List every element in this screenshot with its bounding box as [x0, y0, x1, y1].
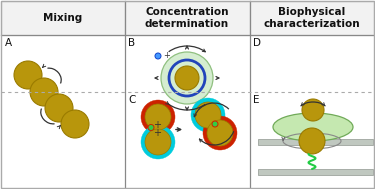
Circle shape [30, 78, 58, 106]
Circle shape [299, 128, 325, 154]
Text: +: + [153, 121, 161, 130]
Circle shape [14, 61, 42, 89]
Circle shape [145, 104, 171, 130]
Circle shape [148, 125, 154, 130]
Circle shape [195, 102, 221, 128]
Text: A: A [5, 38, 12, 48]
Text: C: C [128, 95, 135, 105]
Circle shape [175, 66, 199, 90]
Bar [125, 1, 250, 35]
Circle shape [161, 52, 213, 104]
Circle shape [169, 60, 205, 96]
Ellipse shape [273, 113, 353, 141]
Bar [1, 1, 125, 35]
Text: D: D [253, 38, 261, 48]
Bar [258, 169, 373, 175]
Circle shape [61, 110, 89, 138]
Circle shape [212, 121, 218, 127]
Text: Mixing: Mixing [44, 13, 82, 23]
Circle shape [141, 125, 175, 159]
Text: B: B [128, 38, 135, 48]
Circle shape [302, 99, 324, 121]
Circle shape [203, 116, 237, 150]
Text: +: + [163, 50, 170, 60]
Circle shape [141, 100, 175, 134]
Circle shape [155, 53, 161, 59]
Bar [250, 1, 374, 35]
Text: Concentration
determination: Concentration determination [145, 7, 229, 29]
Circle shape [207, 120, 233, 146]
Text: +: + [153, 129, 161, 139]
Circle shape [145, 129, 171, 155]
Bar [258, 139, 373, 145]
Text: E: E [253, 95, 260, 105]
Text: Biophysical
characterization: Biophysical characterization [264, 7, 360, 29]
Circle shape [191, 98, 225, 132]
Circle shape [45, 94, 73, 122]
